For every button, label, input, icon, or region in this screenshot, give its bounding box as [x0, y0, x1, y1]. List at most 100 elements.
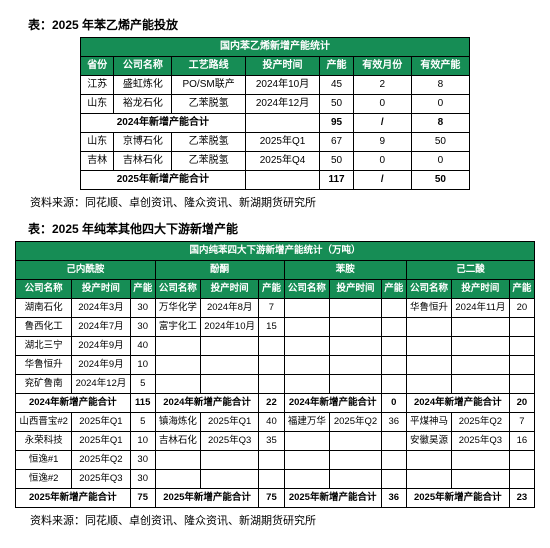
subtotal-cell: 115	[130, 394, 155, 413]
cell	[452, 356, 510, 375]
cell: 工艺路线	[172, 57, 245, 76]
cell: 鲁西化工	[16, 318, 72, 337]
subtotal-cell: 0	[381, 394, 406, 413]
col-header: 投产时间	[72, 280, 130, 299]
cell: 乙苯脱氢	[172, 152, 245, 171]
table1-source: 资料来源：同花顺、卓创资讯、隆众资讯、新湖期货研究所	[30, 194, 540, 210]
cell: 0	[353, 152, 411, 171]
cell	[330, 318, 381, 337]
cell	[406, 337, 451, 356]
cell: 50	[320, 152, 353, 171]
subtotal-cell: 36	[381, 489, 406, 508]
cell: 2024年9月	[72, 356, 130, 375]
cell	[381, 470, 406, 489]
cell: 10	[130, 356, 155, 375]
cell: 江苏	[81, 76, 114, 95]
cell: 2024年3月	[72, 299, 130, 318]
benzene-downstream-table: 国内纯苯四大下游新增产能统计（万吨） 己内酰胺酚酮苯胺己二酸 公司名称投产时间产…	[15, 241, 535, 508]
subtotal-cell: 2024年新增产能合计	[284, 394, 381, 413]
cell: 2025年Q1	[72, 432, 130, 451]
cell	[381, 451, 406, 470]
cell: 7	[259, 299, 284, 318]
subtotal-cell: 2025年新增产能合计	[406, 489, 509, 508]
cell	[284, 432, 330, 451]
cell: 吉林	[81, 152, 114, 171]
cell: 山东	[81, 133, 114, 152]
cell: 10	[130, 432, 155, 451]
cell: 0	[353, 95, 411, 114]
subtotal-cell: 2025年新增产能合计	[81, 171, 246, 190]
subtotal-cell	[245, 171, 320, 190]
cell: 30	[130, 470, 155, 489]
cell	[259, 451, 284, 470]
cell: 2024年12月	[245, 95, 320, 114]
cell: 投产时间	[245, 57, 320, 76]
table2-source: 资料来源：同花顺、卓创资讯、隆众资讯、新湖期货研究所	[30, 512, 540, 528]
cell: 吉林石化	[114, 152, 172, 171]
cell: 2025年Q1	[200, 413, 258, 432]
subtotal-cell: 75	[259, 489, 284, 508]
cell	[330, 356, 381, 375]
cell: 湖南石化	[16, 299, 72, 318]
cell	[406, 375, 451, 394]
cell: 0	[411, 95, 469, 114]
cell: 30	[130, 299, 155, 318]
styrene-table: 国内苯乙烯新增产能统计 省份公司名称工艺路线投产时间产能有效月份有效产能 江苏盛…	[80, 37, 470, 190]
col-header: 投产时间	[200, 280, 258, 299]
cell: 京博石化	[114, 133, 172, 152]
cell	[406, 318, 451, 337]
cell	[509, 356, 534, 375]
subtotal-cell: 20	[509, 394, 534, 413]
cell	[381, 318, 406, 337]
cell: 平煤神马	[406, 413, 451, 432]
col-header: 公司名称	[284, 280, 330, 299]
cell	[330, 451, 381, 470]
cell: 2024年7月	[72, 318, 130, 337]
cell	[381, 432, 406, 451]
cell: 5	[130, 413, 155, 432]
cell: 9	[353, 133, 411, 152]
col-header: 产能	[509, 280, 534, 299]
cell: 5	[130, 375, 155, 394]
cell	[259, 470, 284, 489]
cell	[284, 337, 330, 356]
cell	[200, 337, 258, 356]
cell: 2025年Q3	[72, 470, 130, 489]
cell	[509, 451, 534, 470]
cell	[155, 470, 200, 489]
cell: 50	[411, 133, 469, 152]
cell	[381, 337, 406, 356]
subtotal-cell: 50	[411, 171, 469, 190]
cell: 公司名称	[114, 57, 172, 76]
cell: 乙苯脱氢	[172, 133, 245, 152]
cell	[509, 375, 534, 394]
col-header: 投产时间	[330, 280, 381, 299]
cell	[452, 375, 510, 394]
cell: 50	[320, 95, 353, 114]
col-header: 产能	[130, 280, 155, 299]
cell: 恒逸#2	[16, 470, 72, 489]
cell	[452, 318, 510, 337]
col-header: 投产时间	[452, 280, 510, 299]
cell	[330, 337, 381, 356]
cell	[155, 375, 200, 394]
cell: 吉林石化	[155, 432, 200, 451]
cell	[200, 375, 258, 394]
cell: 2025年Q3	[200, 432, 258, 451]
cell: 20	[509, 299, 534, 318]
cell: 2025年Q2	[330, 413, 381, 432]
subtotal-cell: 2025年新增产能合计	[284, 489, 381, 508]
subtotal-cell: 2024年新增产能合计	[406, 394, 509, 413]
cell	[509, 318, 534, 337]
subtotal-cell: 95	[320, 114, 353, 133]
subtotal-cell: 2024年新增产能合计	[81, 114, 246, 133]
cell: 16	[509, 432, 534, 451]
cell: 2024年11月	[452, 299, 510, 318]
col-header: 产能	[381, 280, 406, 299]
subtotal-cell: 2025年新增产能合计	[155, 489, 259, 508]
cell	[381, 356, 406, 375]
cell: 乙苯脱氢	[172, 95, 245, 114]
cell: 2025年Q1	[72, 413, 130, 432]
cell	[259, 356, 284, 375]
cell: 45	[320, 76, 353, 95]
